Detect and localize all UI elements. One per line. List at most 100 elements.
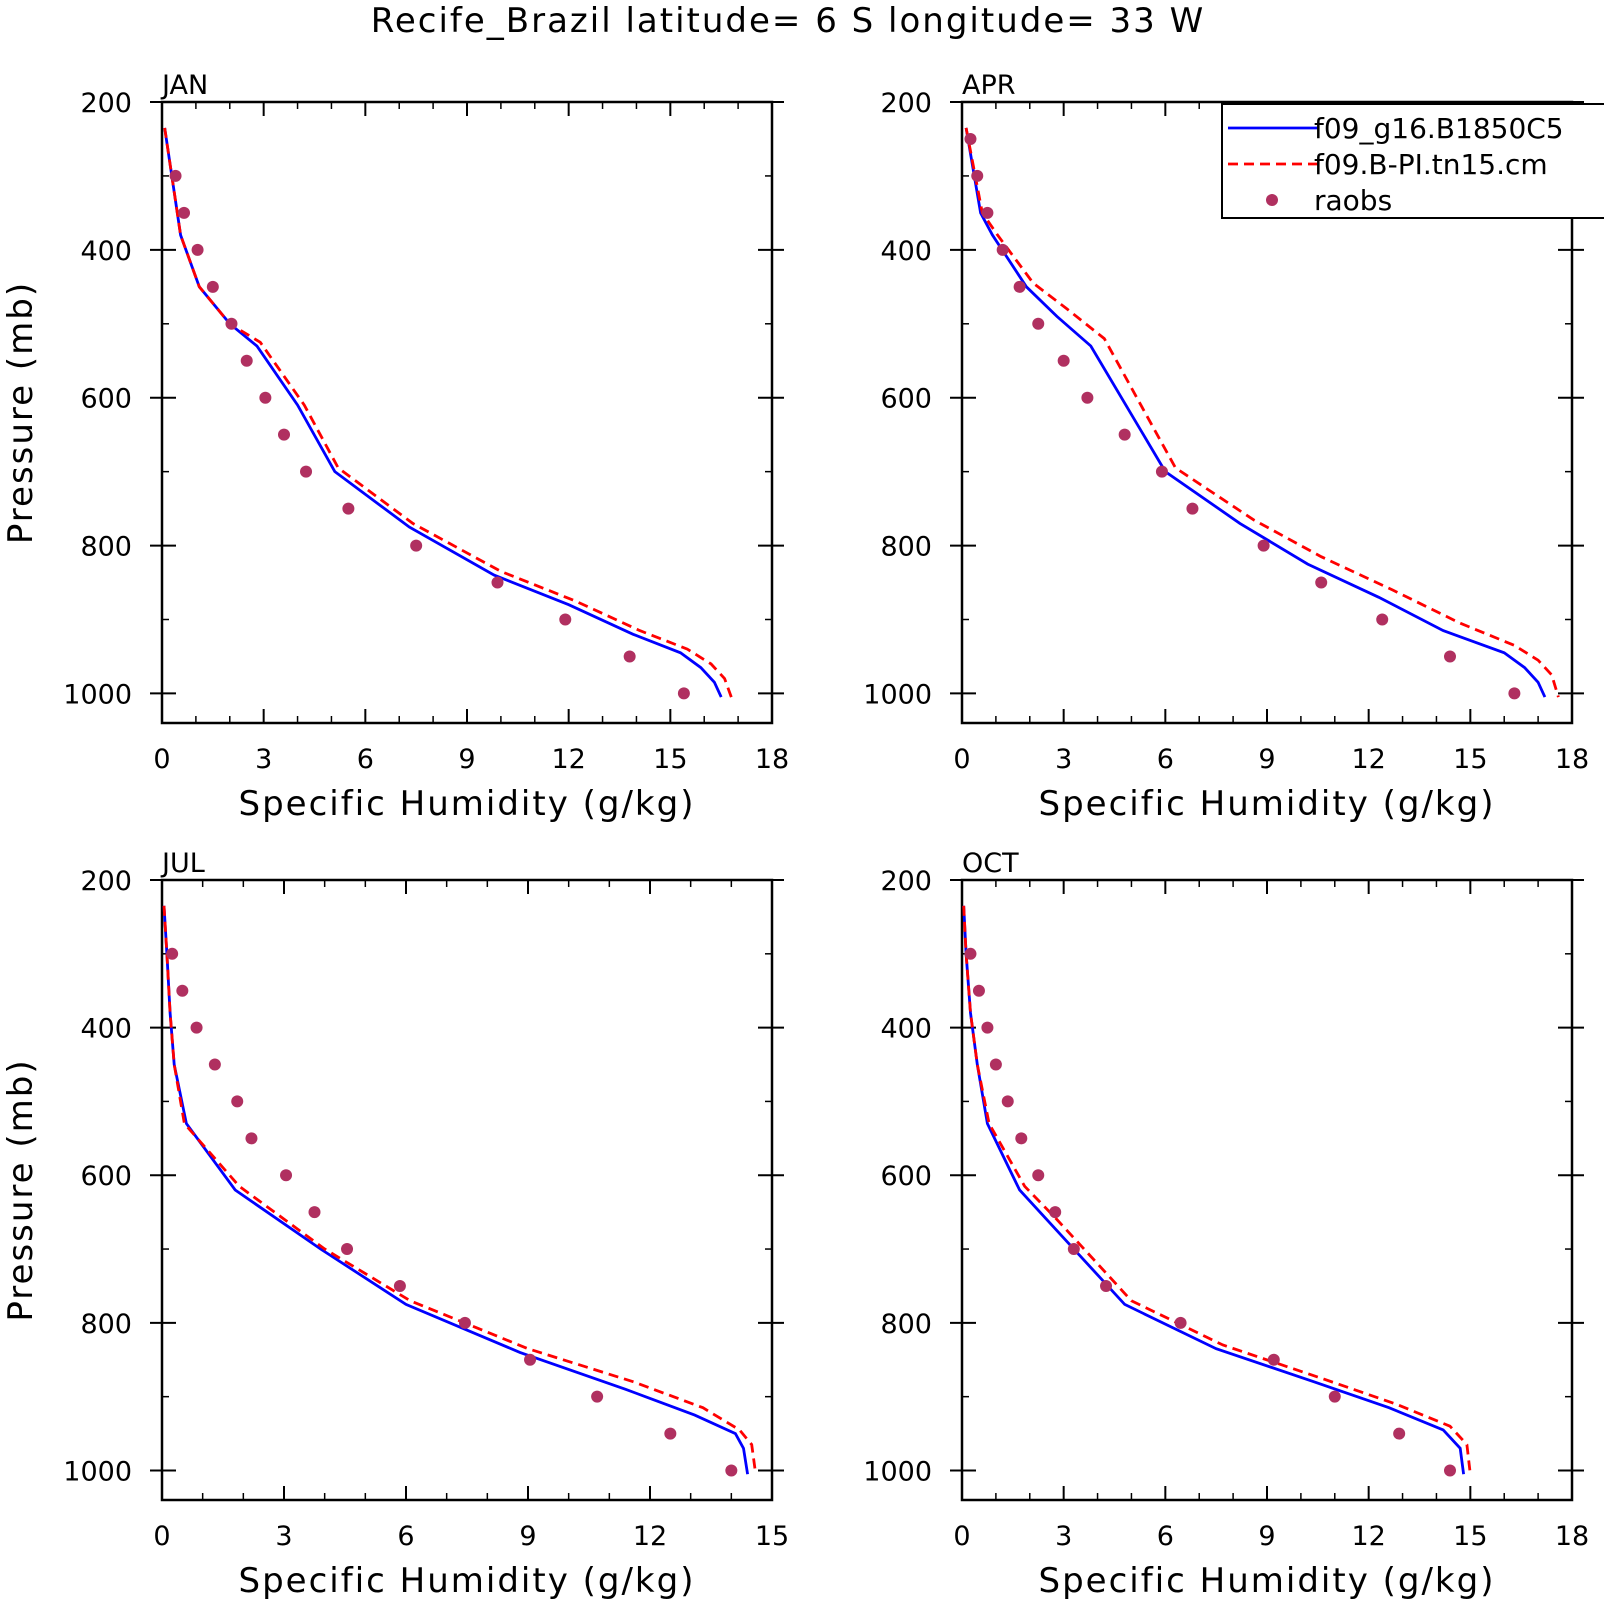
raobs-point bbox=[245, 1132, 258, 1145]
raobs-point bbox=[1508, 687, 1521, 700]
y-tick-label: 800 bbox=[80, 1309, 132, 1340]
raobs-point bbox=[1186, 502, 1199, 515]
raobs-point bbox=[1067, 1243, 1080, 1256]
x-axis-title: Specific Humidity (g/kg) bbox=[1039, 1561, 1496, 1601]
legend-dot-marker bbox=[1266, 194, 1278, 206]
x-tick-label: 15 bbox=[1453, 1521, 1487, 1552]
x-axis-title: Specific Humidity (g/kg) bbox=[1039, 784, 1496, 824]
plot-frame bbox=[960, 878, 1574, 1502]
raobs-point bbox=[458, 1316, 471, 1329]
x-tick-label: 9 bbox=[519, 1521, 536, 1552]
raobs-point bbox=[308, 1206, 321, 1219]
x-tick-label: 0 bbox=[953, 744, 970, 775]
raobs-point bbox=[240, 354, 253, 367]
series-line-model1 bbox=[163, 127, 723, 698]
raobs-point bbox=[1315, 576, 1328, 589]
raobs-point bbox=[341, 1243, 354, 1256]
y-tick-label: 600 bbox=[80, 384, 132, 415]
raobs-point bbox=[1100, 1279, 1113, 1292]
raobs-point bbox=[559, 613, 572, 626]
x-tick-label: 6 bbox=[397, 1521, 414, 1552]
raobs-point bbox=[206, 280, 219, 293]
raobs-point bbox=[491, 576, 504, 589]
x-tick-label: 3 bbox=[1055, 1521, 1072, 1552]
raobs-point bbox=[410, 539, 423, 552]
y-tick-label: 1000 bbox=[863, 679, 932, 710]
raobs-point bbox=[1328, 1390, 1341, 1403]
x-tick-label: 18 bbox=[755, 744, 789, 775]
series-raobs bbox=[964, 132, 1521, 700]
figure-title: Recife_Brazil latitude= 6 S longitude= 3… bbox=[371, 1, 1205, 41]
y-tick-label: 1000 bbox=[863, 1456, 932, 1487]
series-line-model2 bbox=[162, 905, 758, 1475]
series-raobs bbox=[169, 169, 690, 700]
raobs-point bbox=[725, 1464, 738, 1477]
raobs-point bbox=[300, 465, 313, 478]
x-tick-label: 9 bbox=[1258, 744, 1275, 775]
raobs-point bbox=[964, 132, 977, 145]
raobs-point bbox=[981, 1021, 994, 1034]
x-tick-label: 0 bbox=[953, 1521, 970, 1552]
y-axis-title: Pressure (mb) bbox=[1, 281, 41, 544]
raobs-point bbox=[1376, 613, 1389, 626]
raobs-point bbox=[1267, 1353, 1280, 1366]
y-tick-label: 800 bbox=[880, 532, 932, 563]
panel-jul: JUL 0 3 6 9 12 15 200 400 600 800 1000 Specific Humi… bbox=[1, 848, 789, 1601]
legend-box bbox=[1221, 103, 1604, 219]
raobs-point bbox=[1444, 1464, 1456, 1477]
raobs-point bbox=[664, 1427, 677, 1440]
series-raobs bbox=[166, 947, 738, 1477]
raobs-point bbox=[225, 317, 238, 330]
raobs-point bbox=[996, 243, 1009, 256]
raobs-point bbox=[178, 206, 191, 219]
raobs-point bbox=[191, 243, 204, 256]
y-tick-label: 1000 bbox=[63, 1456, 132, 1487]
x-tick-label: 15 bbox=[755, 1521, 789, 1552]
raobs-point bbox=[1001, 1095, 1014, 1108]
series-line-model1 bbox=[162, 905, 749, 1475]
raobs-point bbox=[231, 1095, 244, 1108]
series-raobs bbox=[964, 947, 1456, 1477]
raobs-point bbox=[1049, 1206, 1062, 1219]
y-tick-label: 400 bbox=[880, 1014, 932, 1045]
x-tick-label: 12 bbox=[1351, 1521, 1385, 1552]
panel-label: JAN bbox=[160, 70, 208, 101]
raobs-point bbox=[971, 169, 984, 182]
raobs-point bbox=[1081, 391, 1094, 404]
raobs-point bbox=[1118, 428, 1131, 441]
raobs-point bbox=[1032, 317, 1045, 330]
y-tick-label: 600 bbox=[880, 384, 932, 415]
y-tick-label: 200 bbox=[80, 88, 132, 119]
x-tick-label: 9 bbox=[458, 744, 475, 775]
raobs-point bbox=[677, 687, 690, 700]
raobs-point bbox=[1013, 280, 1026, 293]
raobs-point bbox=[176, 984, 189, 997]
legend-label: f09_g16.B1850C5 bbox=[1314, 112, 1564, 145]
raobs-point bbox=[981, 206, 994, 219]
y-tick-label: 800 bbox=[80, 532, 132, 563]
x-tick-label: 3 bbox=[1055, 744, 1072, 775]
y-tick-label: 400 bbox=[80, 236, 132, 267]
y-tick-label: 1000 bbox=[63, 679, 132, 710]
series-line-model2 bbox=[962, 905, 1472, 1475]
x-tick-label: 0 bbox=[153, 1521, 170, 1552]
series-line-model2 bbox=[163, 127, 733, 698]
x-tick-label: 3 bbox=[275, 1521, 292, 1552]
x-tick-label: 12 bbox=[633, 1521, 667, 1552]
raobs-point bbox=[208, 1058, 221, 1071]
x-tick-label: 0 bbox=[153, 744, 170, 775]
panel-label: JUL bbox=[160, 848, 205, 879]
x-tick-label: 6 bbox=[357, 744, 374, 775]
y-tick-label: 200 bbox=[80, 866, 132, 897]
panel-oct: OCT 0 3 6 9 12 15 18 200 400 600 800 1000 Specific Hu… bbox=[863, 848, 1589, 1601]
raobs-point bbox=[278, 428, 290, 441]
raobs-point bbox=[1444, 650, 1456, 663]
raobs-point bbox=[1257, 539, 1270, 552]
x-tick-label: 15 bbox=[1453, 744, 1487, 775]
panel-apr: APR 0 3 6 9 12 15 18 200 400 600 800 1000 Specific Hu… bbox=[863, 70, 1589, 824]
y-tick-label: 200 bbox=[880, 866, 932, 897]
raobs-point bbox=[1155, 465, 1168, 478]
raobs-point bbox=[964, 947, 977, 960]
